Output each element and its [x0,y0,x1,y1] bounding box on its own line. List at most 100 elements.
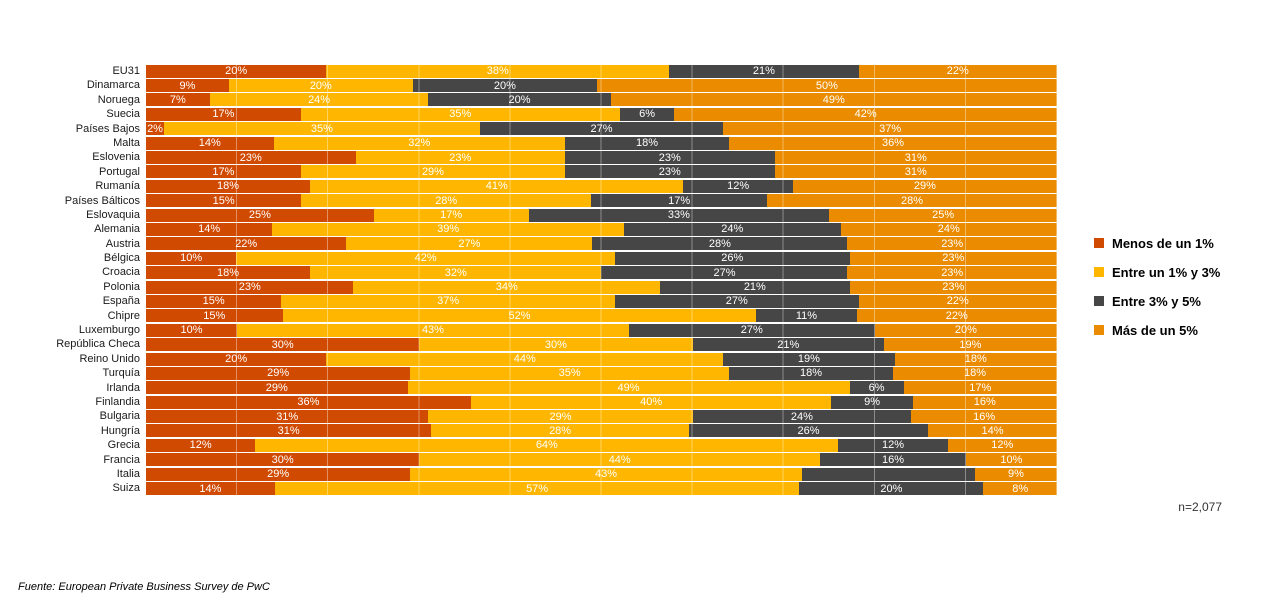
bar-row: Italia 29% 43% 9% [0,467,1057,481]
bar-segment: 17% [146,165,301,179]
bar-value-label: 22% [235,237,258,250]
bar-value-label: 39% [437,223,460,236]
bar-segment: 22% [858,64,1057,78]
bar-track: 17% 29% 23% 31% [146,165,1057,179]
bar-segment: 31% [774,151,1057,165]
bar-segment: 16% [911,410,1057,424]
bar-segment: 30% [419,338,693,352]
bar-segment: 23% [849,251,1057,265]
bar-value-label: 12% [991,439,1014,452]
bar-segment: 43% [410,467,802,481]
bar-track: 23% 23% 23% 31% [146,151,1057,165]
bar-segment: 28% [301,194,592,208]
country-label: Polonia [103,280,140,293]
bar-segment: 12% [947,438,1057,452]
bar-track: 15% 28% 17% 28% [146,194,1057,208]
bar-segment: 19% [883,338,1057,352]
bar-value-label: 17% [212,165,235,178]
bar-segment: 9% [146,79,229,93]
bar-value-label: 64% [535,439,558,452]
bar-segment: 64% [255,438,839,452]
bar-segment: 23% [849,280,1057,294]
bar-segment: 23% [355,151,566,165]
bar-segment: 29% [792,179,1057,193]
bar-segment: 22% [856,309,1057,323]
country-label: Noruega [97,93,140,106]
bar-value-label: 43% [421,324,444,337]
bar-segment: 14% [146,482,275,496]
bar-value-label: 19% [797,353,820,365]
bar-track: 29% 35% 18% 18% [146,366,1057,380]
bar-segment: 15% [146,194,302,208]
bar-segment: 14% [146,136,274,150]
bar-segment: 34% [353,280,661,294]
country-label: Eslovaquia [86,208,140,221]
bar-value-label: 36% [297,396,320,409]
bar-row: Países Bajos 2% 35% 27% 37% [0,122,1057,136]
bar-segment: 44% [419,453,821,467]
bar-segment: 20% [146,64,327,78]
bar-track: 18% 32% 27% 23% [146,266,1057,280]
bar-segment: 50% [596,79,1057,93]
bar-segment: 33% [528,208,830,222]
bar-segment: 31% [146,410,429,424]
country-label: Chipre [107,309,140,322]
bar-value-label: 21% [777,338,800,351]
bar-row: Austria 22% 27% 28% 23% [0,237,1057,251]
bar-segment: 18% [894,352,1057,366]
bar-segment: 29% [146,467,411,481]
bar-track: 9% 20% 20% 50% [146,79,1057,93]
bar-segment: 24% [692,410,912,424]
bar-row: Noruega 7% 24% 20% 49% [0,93,1057,107]
bar-segment: 18% [729,366,893,380]
bar-segment: 18% [146,179,310,193]
bar-row: Alemania 14% 39% 24% 24% [0,222,1057,236]
bar-segment: 16% [820,453,966,467]
bar-segment: 14% [928,424,1057,438]
bar-value-label: 21% [743,281,766,294]
bar-value-label: 30% [271,453,294,466]
bar-value-label: 30% [544,338,567,351]
bar-value-label: 44% [608,453,631,466]
bar-segment: 42% [674,107,1057,121]
bar-segment: 8% [983,482,1057,496]
legend-item: Más de un 5% [1094,322,1220,338]
country-label: Francia [103,453,140,466]
bar-row: Malta 14% 32% 18% 36% [0,136,1057,150]
bar-segment: 22% [146,237,347,251]
bar-segment: 23% [847,237,1057,251]
bar-value-label: 12% [727,180,750,193]
bar-segment: 18% [893,366,1057,380]
bar-track: 7% 24% 20% 49% [146,93,1057,107]
bar-value-label: 22% [946,295,969,308]
bar-segment: 43% [237,323,629,337]
bar-value-label: 42% [414,252,437,265]
bar-segment: 2% [146,122,165,136]
bar-segment: 10% [146,323,238,337]
legend-label: Más de un 5% [1112,322,1198,338]
bar-row: Países Bálticos 15% 28% 17% 28% [0,194,1057,208]
bar-row: República Checa 30% 30% 21% 19% [0,337,1057,352]
bar-value-label: 31% [277,424,300,437]
bar-value-label: 20% [880,482,903,495]
bar-value-label: 25% [932,209,955,222]
bar-segment: 20% [874,323,1057,337]
country-label: Austria [105,237,140,250]
bar-value-label: 10% [180,252,203,265]
bar-segment: 30% [146,338,420,352]
bar-segment: 49% [610,93,1057,107]
bar-value-label: 14% [199,482,222,495]
bar-value-label: 15% [212,194,235,207]
bar-value-label: 11% [795,309,818,322]
bar-row: España 15% 37% 27% 22% [0,294,1057,308]
bar-track: 10% 42% 26% 23% [146,251,1057,265]
bar-value-label: 23% [658,151,681,164]
bar-segment: 29% [146,381,408,395]
bar-segment: 37% [281,294,616,308]
bar-value-label: 27% [458,237,481,250]
bar-row: Hungría 31% 28% 26% 14% [0,424,1057,438]
bar-track: 36% 40% 9% 16% [146,395,1057,409]
legend-label: Entre 3% y 5% [1112,293,1201,309]
bar-segment: 17% [373,208,529,222]
bar-value-label: 20% [508,93,531,106]
